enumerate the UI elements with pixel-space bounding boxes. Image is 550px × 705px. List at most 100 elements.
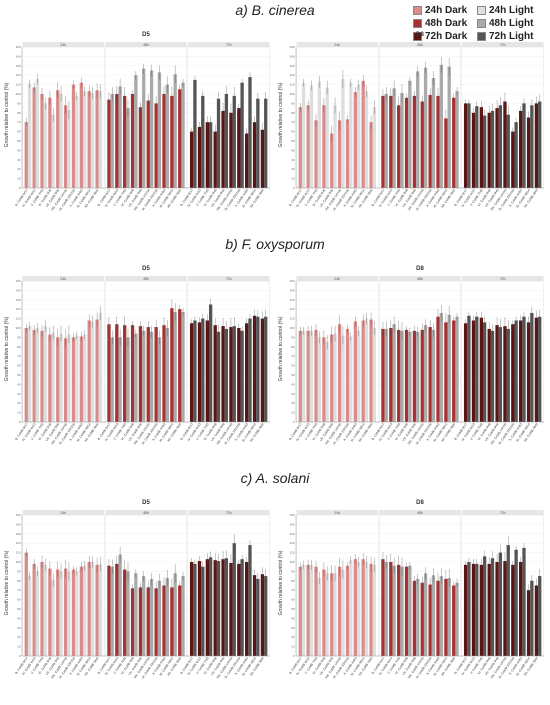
y-tick-label: 70 [17, 120, 21, 124]
chart-panel-b-d8: D8 Growth relative to control (%) 0 10 20 30 4… [276, 262, 548, 467]
bar-dark [40, 330, 44, 422]
y-tick-label: 100 [15, 326, 20, 330]
bar-light [506, 114, 510, 188]
bar-dark [115, 563, 119, 656]
section-title-a: a) B. cinerea [235, 2, 315, 18]
bar-dark [534, 585, 539, 656]
bar-light [83, 334, 87, 422]
bar-dark [252, 122, 257, 188]
y-tick-label: 0 [19, 186, 21, 190]
bar-light [431, 329, 436, 422]
legend-row: 72h Dark 72h Light [413, 30, 547, 42]
bar-light [447, 66, 451, 188]
y-tick-label: 70 [291, 120, 295, 124]
facet-strip [187, 510, 270, 515]
facet-strip-label: 72h [226, 277, 232, 281]
bar-light [83, 565, 87, 656]
bar-dark [404, 329, 409, 422]
bar-dark [428, 584, 432, 656]
bar-dark [40, 562, 44, 656]
legend-label: 72h Light [489, 30, 534, 42]
bar-dark [503, 326, 507, 422]
bar-dark [330, 573, 334, 656]
y-tick-label: 110 [16, 83, 21, 87]
facet-strip [105, 276, 187, 281]
y-tick-label: 20 [291, 401, 295, 405]
y-tick-label: 10 [17, 411, 21, 415]
bar-dark [178, 585, 182, 656]
bar-light [416, 331, 420, 422]
legend-swatch [477, 31, 486, 41]
bar-dark [87, 562, 91, 656]
bar-dark [24, 122, 28, 188]
bar-dark [428, 94, 432, 188]
y-tick-label: 10 [291, 645, 295, 649]
bar-dark [237, 328, 241, 422]
bar-dark [56, 337, 60, 422]
y-tick-label: 60 [17, 364, 21, 368]
bar-light [455, 91, 459, 188]
bar-dark [24, 552, 28, 656]
bar-light [538, 101, 542, 188]
bar-dark [345, 119, 350, 188]
bar-light [181, 82, 185, 188]
bar-dark [322, 337, 326, 422]
y-tick-label: 70 [291, 588, 295, 592]
bar-dark [170, 308, 174, 422]
bar-dark [252, 315, 257, 422]
bar-light [142, 330, 146, 422]
bar-light [447, 314, 451, 422]
bar-light [216, 331, 221, 422]
bar-dark [154, 327, 158, 422]
bar-dark [436, 316, 440, 422]
y-tick-label: 0 [19, 420, 21, 424]
bar-dark [221, 559, 225, 656]
y-tick-label: 130 [289, 298, 294, 302]
bar-dark [444, 578, 448, 656]
bar-light [301, 82, 306, 188]
bar-light [392, 565, 396, 656]
bar-light [423, 67, 428, 188]
y-tick-label: 140 [15, 54, 20, 58]
facet-strip [187, 42, 270, 47]
bar-dark [526, 322, 531, 422]
bar-dark [306, 105, 310, 188]
y-tick-label: 80 [291, 345, 295, 349]
y-tick-label: 130 [289, 532, 294, 536]
facet-strip-label: 24h [60, 511, 66, 515]
bar-dark [471, 320, 476, 422]
bar-light [400, 330, 404, 422]
y-tick-label: 80 [291, 579, 295, 583]
bar-light [157, 72, 162, 188]
bar-dark [306, 564, 310, 656]
bar-dark [48, 334, 52, 422]
bar-light [126, 108, 130, 188]
y-tick-label: 90 [291, 569, 295, 573]
legend-label: 24h Dark [425, 4, 468, 16]
bar-dark [205, 320, 209, 422]
bar-dark [463, 323, 468, 422]
facet-strip [105, 510, 187, 515]
bar-light [201, 95, 205, 188]
bar-light [467, 103, 471, 188]
bar-light [333, 105, 337, 188]
bar-light [256, 98, 260, 188]
bar-light [224, 558, 229, 656]
legend-label: 48h Dark [425, 17, 468, 29]
bar-dark [471, 112, 476, 188]
bar-light [90, 562, 95, 656]
bar-light [27, 83, 32, 188]
panel-title: D5 [142, 500, 150, 506]
y-tick-label: 0 [19, 654, 21, 658]
bar-light [67, 571, 71, 656]
bar-dark [389, 328, 393, 422]
section-title-c: c) A. solani [240, 470, 310, 486]
bar-dark [79, 82, 83, 188]
bar-dark [71, 569, 76, 656]
y-axis-label: Growth relative to control (%) [278, 82, 284, 147]
bar-light [165, 577, 169, 656]
bar-dark [123, 569, 127, 656]
facet-strip [296, 276, 379, 281]
facet-strip-label: 48h [143, 43, 149, 47]
bar-light [317, 81, 321, 188]
